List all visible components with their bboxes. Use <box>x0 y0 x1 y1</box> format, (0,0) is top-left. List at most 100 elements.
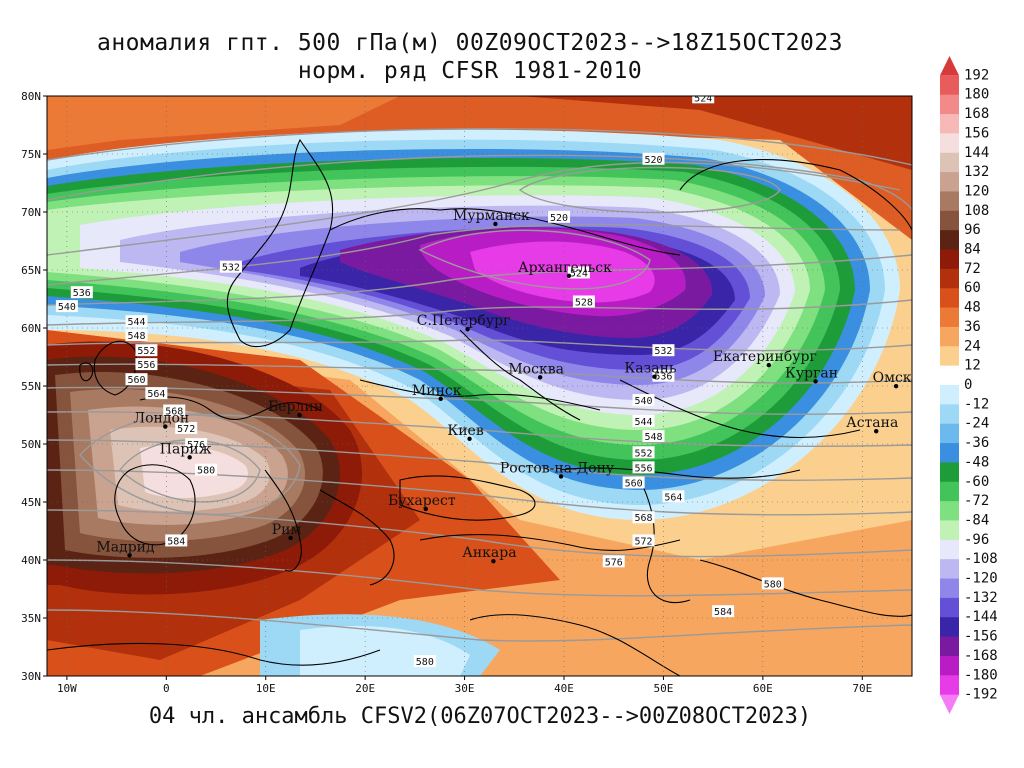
graticule <box>47 96 912 676</box>
contour-label-bg <box>652 369 675 382</box>
contour-label: 572 <box>177 424 195 435</box>
colorbar-label: -168 <box>964 648 998 664</box>
city-dot <box>465 326 470 332</box>
colorbar-swatch <box>940 501 959 521</box>
colorbar-label: 132 <box>964 164 989 180</box>
contour-label: 536 <box>73 288 91 299</box>
colorbar-swatch <box>940 210 959 231</box>
contour-label-bg <box>413 655 436 668</box>
contour-label: 572 <box>635 536 653 547</box>
colorbar-swatch <box>940 539 959 560</box>
city-label: Анкара <box>462 545 516 561</box>
contour-label: 544 <box>635 417 653 428</box>
city-dot <box>652 374 657 379</box>
lon-tick-label: 40E <box>554 682 574 695</box>
colorbar-label: -60 <box>964 474 989 490</box>
colorbar-label: -132 <box>964 590 998 606</box>
contour-label-bg <box>712 605 735 618</box>
contour-labels: 524 520 520 524 528 532 532 536 540 536 540 544 548 5… <box>55 93 784 668</box>
city-markers: Мурманск Архангельск С.Петербург Москва Каза… <box>96 208 912 564</box>
colorbar-swatch <box>940 268 959 289</box>
contour-label: 520 <box>550 213 568 224</box>
colorbar-swatch <box>940 636 959 657</box>
contour-label-bg <box>632 534 655 547</box>
city-dot <box>874 429 879 434</box>
colorbar-label: -48 <box>964 454 989 470</box>
contour-label: 576 <box>187 440 205 451</box>
lat-tick-label: 35N <box>21 612 41 625</box>
contour-label: 568 <box>635 513 653 524</box>
colorbar-label: 108 <box>964 203 989 219</box>
colorbar-swatch <box>940 346 959 367</box>
colorbar-swatch <box>940 462 959 483</box>
lat-tick-label: 50N <box>21 438 41 451</box>
city-dot <box>566 273 572 278</box>
colorbar-label: 192 <box>964 67 989 83</box>
contour-label-bg <box>125 315 148 328</box>
contour-label: 548 <box>127 331 145 342</box>
lon-tick-label: 70E <box>852 682 872 695</box>
city-label: Москва <box>508 361 564 377</box>
contour-label: 568 <box>165 407 183 418</box>
contour-label-bg <box>135 358 158 371</box>
colorbar-label: 96 <box>964 222 981 238</box>
contour-label-bg <box>642 152 665 165</box>
city-dot <box>493 221 498 227</box>
city-label: Архангельск <box>518 260 612 276</box>
contour-label: 552 <box>635 448 653 459</box>
lon-tick-label: 10W <box>57 682 77 695</box>
city-label: Мурманск <box>453 208 530 224</box>
lon-tick-label: 20E <box>355 682 375 695</box>
map-title: аномалия гпт. 500 гПа(м) 00Z09OCT2023-->… <box>96 30 844 56</box>
colorbar-label: 180 <box>964 87 989 103</box>
colorbar-label: -24 <box>964 416 989 432</box>
lat-tick-label: 45N <box>21 496 41 509</box>
contour-label: 524 <box>694 93 712 104</box>
city-dot <box>163 424 168 429</box>
colorbar: 1921801681561441321201089684726048362412… <box>940 56 998 714</box>
lat-tick-label: 80N <box>21 90 41 103</box>
contour-label: 552 <box>137 346 155 357</box>
contour-label: 556 <box>137 360 155 371</box>
lon-tick-label: 50E <box>653 682 673 695</box>
lon-tick-label: 10E <box>256 682 276 695</box>
city-label: Берлин <box>268 399 323 415</box>
contour-label-bg <box>602 555 625 568</box>
colorbar-cap-bottom <box>940 694 959 714</box>
contour-label: 540 <box>58 302 76 313</box>
contour-label-bg <box>632 446 655 459</box>
colorbar-swatch <box>940 443 959 463</box>
city-dot <box>467 436 472 441</box>
colorbar-swatch <box>940 172 959 192</box>
lon-tick-label: 30E <box>455 682 475 695</box>
contour-label-bg <box>548 210 571 223</box>
colorbar-label: -84 <box>964 512 989 528</box>
city-dot <box>127 553 132 558</box>
colorbar-swatch <box>940 230 959 251</box>
colorbar-swatch <box>940 423 959 444</box>
contour-label-bg <box>761 577 784 590</box>
colorbar-swatch <box>940 133 959 154</box>
city-dot <box>766 362 772 368</box>
contour-label-bg <box>135 344 158 357</box>
contour-label-bg <box>632 414 655 427</box>
ensemble-caption: 04 чл. ансамбль CFSV2(06Z07OCT2023-->00Z… <box>148 704 812 729</box>
city-label: Лондон <box>133 411 189 427</box>
city-label: Казань <box>624 361 676 377</box>
city-dot <box>423 506 429 512</box>
colorbar-label: 144 <box>964 145 989 161</box>
city-label: Астана <box>846 415 898 431</box>
colorbar-label: -12 <box>964 396 989 412</box>
colorbar-swatch <box>940 114 959 134</box>
city-label: Екатеринбург <box>713 349 817 365</box>
colorbar-swatch <box>940 365 959 386</box>
colorbar-label: 72 <box>964 261 981 277</box>
city-label: Ростов-на-Дону <box>500 460 615 476</box>
colorbar-label: -180 <box>964 667 998 683</box>
city-label: Минск <box>412 383 462 399</box>
axis-ticks: 80N 75N 70N 65N 60N 55N 50N 45N 40N 35N 30N 10W 0 10E… <box>21 90 872 695</box>
city-label: Мадрид <box>96 539 155 555</box>
contour-label: 564 <box>664 492 682 503</box>
colorbar-label: -120 <box>964 571 998 587</box>
